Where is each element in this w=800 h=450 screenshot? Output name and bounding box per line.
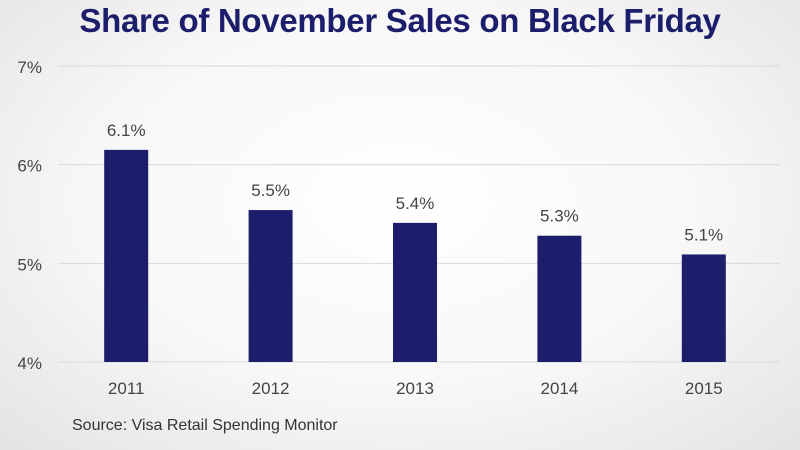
y-tick-label: 7%	[17, 58, 42, 77]
x-axis-ticks: 2011 2012 2013 2014 2015	[108, 379, 723, 398]
source-note: Source: Visa Retail Spending Monitor	[72, 417, 338, 434]
bar	[393, 222, 437, 362]
data-label: 5.1%	[684, 225, 723, 244]
data-label: 5.5%	[251, 181, 290, 200]
y-axis-ticks: 4% 5% 6% 7%	[17, 58, 42, 373]
x-tick-label: 2014	[540, 379, 578, 398]
x-tick-label: 2013	[396, 379, 434, 398]
data-label: 5.4%	[396, 194, 435, 213]
y-tick-label: 5%	[17, 255, 42, 274]
y-tick-label: 4%	[17, 354, 42, 373]
data-label: 5.3%	[540, 207, 579, 226]
bar	[248, 210, 293, 362]
bars	[104, 149, 726, 362]
value-labels: 6.1% 5.5% 5.4% 5.3% 5.1%	[107, 121, 723, 245]
bar	[104, 149, 149, 362]
y-tick-label: 6%	[17, 157, 42, 176]
x-tick-label: 2015	[685, 379, 723, 398]
bar	[537, 235, 582, 362]
x-tick-label: 2011	[108, 379, 145, 398]
chart-title: Share of November Sales on Black Friday	[79, 2, 721, 39]
data-label: 6.1%	[107, 121, 146, 140]
bar	[681, 254, 726, 362]
x-tick-label: 2012	[252, 379, 290, 398]
